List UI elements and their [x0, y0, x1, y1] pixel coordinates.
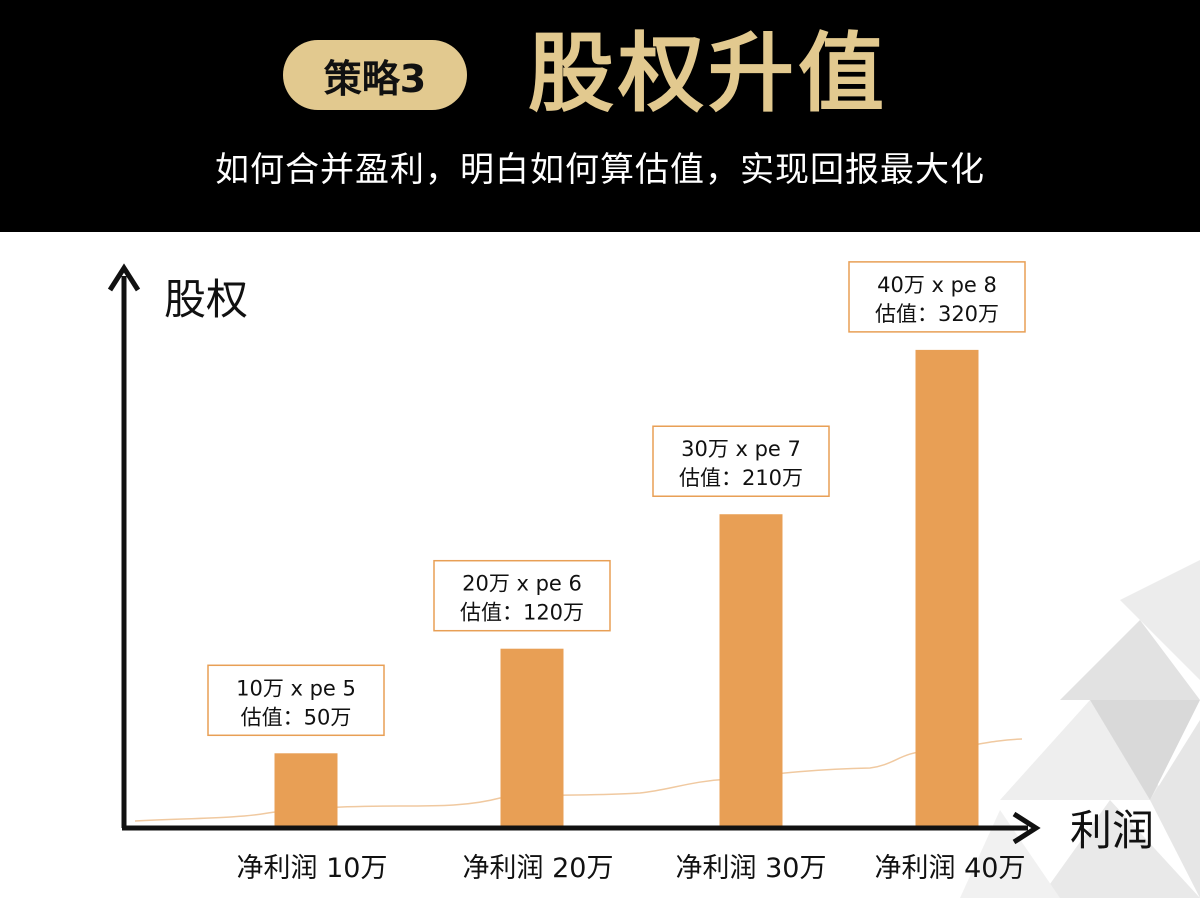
annotation-box — [848, 261, 1026, 333]
y-axis-arrow — [107, 263, 141, 292]
annotation-valuation: 估值：120万 — [460, 601, 584, 625]
annotation-formula: 40万 x pe 8 — [877, 273, 997, 297]
trend-line — [134, 738, 1023, 822]
x-axis-label: 利润 — [1070, 806, 1154, 855]
page-subtitle: 如何合并盈利，明白如何算估值，实现回报最大化 — [215, 150, 985, 190]
annotation-valuation: 估值：50万 — [241, 705, 352, 729]
x-tick-label: 净利润 40万 — [875, 853, 1026, 884]
annotation-box — [652, 425, 830, 497]
bar — [915, 349, 979, 828]
x-axis-arrow — [1012, 811, 1041, 845]
bar — [500, 648, 564, 828]
annotation-valuation: 估值：210万 — [679, 466, 803, 490]
bar — [719, 514, 783, 828]
y-axis-label: 股权 — [164, 275, 248, 324]
annotation-formula: 20万 x pe 6 — [462, 572, 582, 596]
x-tick-label: 净利润 30万 — [676, 853, 827, 884]
x-tick-label: 净利润 10万 — [237, 853, 388, 884]
bar — [274, 753, 338, 828]
annotation-box — [207, 664, 385, 737]
page-title: 股权升值 — [528, 24, 888, 124]
x-tick-label: 净利润 20万 — [463, 853, 614, 884]
annotation-valuation: 估值：320万 — [875, 302, 999, 326]
annotation-formula: 10万 x pe 5 — [236, 676, 356, 700]
strategy-badge: 策略3 — [283, 40, 467, 110]
header-banner: 策略3 股权升值 如何合并盈利，明白如何算估值，实现回报最大化 — [0, 0, 1200, 232]
annotation-box — [433, 559, 611, 632]
annotation-formula: 30万 x pe 7 — [681, 437, 801, 461]
